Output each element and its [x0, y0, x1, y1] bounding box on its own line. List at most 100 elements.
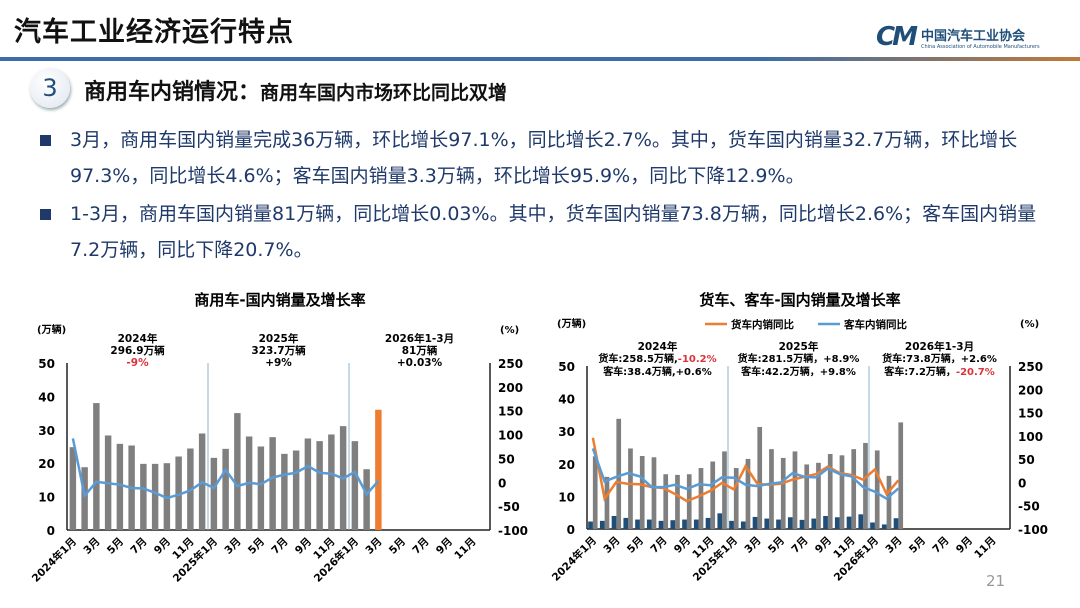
bus-bar: [693, 519, 699, 529]
y2-axis-unit: (%): [500, 325, 519, 336]
bullet-text: 3月，商用车国内销量完成36万辆，环比增长97.1%，同比增长2.7%。其中，货…: [70, 129, 1018, 187]
bus-bar: [623, 517, 629, 529]
truck-bar: [639, 455, 645, 529]
truck-bar: [780, 457, 786, 529]
y2-tick-label: 200: [1018, 383, 1043, 397]
x-tick-label: 5月: [766, 535, 787, 556]
sales-bar: [375, 409, 382, 530]
truck-bar: [816, 462, 821, 529]
truck-bar: [663, 474, 669, 529]
caam-logo-icon: CM: [876, 22, 918, 52]
truck-bar: [863, 442, 868, 529]
x-tick-label: 5月: [246, 536, 267, 557]
bus-bar: [646, 519, 652, 529]
truck-bar: [722, 451, 727, 529]
sales-bar: [328, 434, 335, 530]
sales-bar: [281, 453, 288, 530]
bus-bar: [599, 520, 605, 529]
annotation-text: 2024年: [638, 340, 678, 353]
annotation-change: +0.03%: [397, 357, 443, 369]
bullet-item: 1-3月，商用车国内销量81万辆，同比增长0.03%。其中，货车国内销量73.8…: [40, 196, 1050, 268]
annotation-bus: 客车:42.2万辆，+9.8%: [740, 365, 856, 378]
annotation-text: 2025年: [259, 332, 299, 345]
truck-bar: [827, 454, 833, 529]
y2-tick-label: 0: [498, 476, 506, 490]
x-tick-label: 11月: [972, 535, 998, 561]
annotation-bus: 客车:38.4万辆,+0.6%: [602, 365, 712, 378]
bus-bar: [787, 517, 793, 529]
y2-tick-label: 100: [1018, 430, 1043, 444]
truck-bar: [628, 448, 633, 529]
sales-bar: [292, 450, 300, 530]
bus-bar: [870, 522, 875, 529]
truck-bar: [769, 449, 774, 529]
chart1: 0 10 20 30 40 50 -100 -50 0 50 100 150 200 250 (万辆) (%)…: [29, 323, 528, 585]
annotation-text: 296.9万辆: [110, 344, 165, 357]
truck-bar: [651, 457, 657, 529]
x-tick-label: 7月: [648, 535, 669, 556]
truck-bar: [733, 468, 739, 529]
y-tick-label: 50: [558, 360, 575, 374]
bullet-item: 3月，商用车国内销量完成36万辆，环比增长97.1%，同比增长2.7%。其中，货…: [40, 122, 1050, 194]
y2-tick-label: 50: [1018, 453, 1035, 467]
page-number: 21: [986, 572, 1006, 590]
sales-bar: [363, 469, 370, 530]
x-tick-label: 3月: [222, 536, 243, 557]
truck-bar: [686, 474, 692, 529]
y2-tick-label: -100: [1018, 523, 1048, 537]
y-tick-label: 50: [38, 357, 55, 371]
y-tick-label: 40: [558, 393, 575, 407]
y2-tick-label: 100: [498, 429, 523, 443]
y-tick-label: 30: [558, 425, 575, 439]
bus-bar: [682, 519, 687, 529]
section-title: 商用车内销情况：商用车国内市场环比同比双增: [84, 74, 507, 106]
bus-bar: [729, 520, 734, 529]
logo-en: China Association of Automobile Manufact…: [920, 43, 1040, 50]
bus-bar: [658, 520, 664, 529]
bullet-square-icon: [40, 135, 51, 146]
x-tick-label: 7月: [930, 535, 951, 556]
y2-tick-label: 150: [498, 405, 523, 419]
sales-bar: [69, 447, 77, 530]
truck-bar: [745, 458, 751, 529]
x-tick-label: 5月: [387, 536, 408, 557]
sales-bar: [222, 448, 229, 530]
y2-axis-unit: (%): [1020, 319, 1039, 330]
bus-bar: [776, 519, 781, 529]
legend-label: 客车内销同比: [843, 318, 907, 331]
truck-bar: [616, 418, 622, 529]
bus-bar: [881, 524, 887, 529]
annotation-change: -9%: [126, 357, 149, 369]
y-axis-unit: (万辆): [37, 323, 66, 336]
truck-bar: [898, 422, 904, 529]
annotation-text: 2025年: [779, 340, 819, 353]
annotation-text: 2026年1-3月: [905, 340, 974, 353]
chart2-title: 货车、客车-国内销量及增长率: [699, 291, 901, 309]
sales-bar: [93, 403, 100, 530]
truck-bar: [804, 464, 810, 529]
y2-tick-label: 50: [498, 452, 515, 466]
annotation-text: 81万辆: [402, 344, 438, 357]
y2-tick-label: -50: [498, 500, 520, 514]
truck-bar: [792, 451, 798, 529]
bus-bar: [705, 517, 711, 529]
x-tick-label: 5月: [105, 536, 126, 557]
chart2: 0 10 20 30 40 50 -100 -50 0 50 100 150 200 250 (万辆) (%)…: [549, 317, 1048, 584]
y-tick-label: 0: [567, 523, 575, 537]
bus-bar: [611, 515, 617, 529]
sales-bar: [175, 456, 182, 530]
section-title-main: 商用车内销情况：: [84, 80, 261, 105]
y2-tick-label: 0: [1018, 476, 1026, 490]
bus-bar: [740, 521, 746, 529]
bus-bar: [893, 518, 899, 529]
sales-bar: [351, 441, 359, 530]
sales-bar: [116, 443, 124, 530]
annotation-change: +9%: [265, 357, 292, 369]
truck-bar: [839, 455, 845, 529]
x-tick-label: 5月: [625, 535, 646, 556]
sales-bar: [304, 438, 312, 530]
truck-bar: [757, 426, 763, 529]
y-axis-unit: (万辆): [557, 317, 586, 330]
bus-yoy-line: [591, 448, 900, 501]
annotation-truck: 货车:281.5万辆，+8.9%: [738, 352, 860, 365]
